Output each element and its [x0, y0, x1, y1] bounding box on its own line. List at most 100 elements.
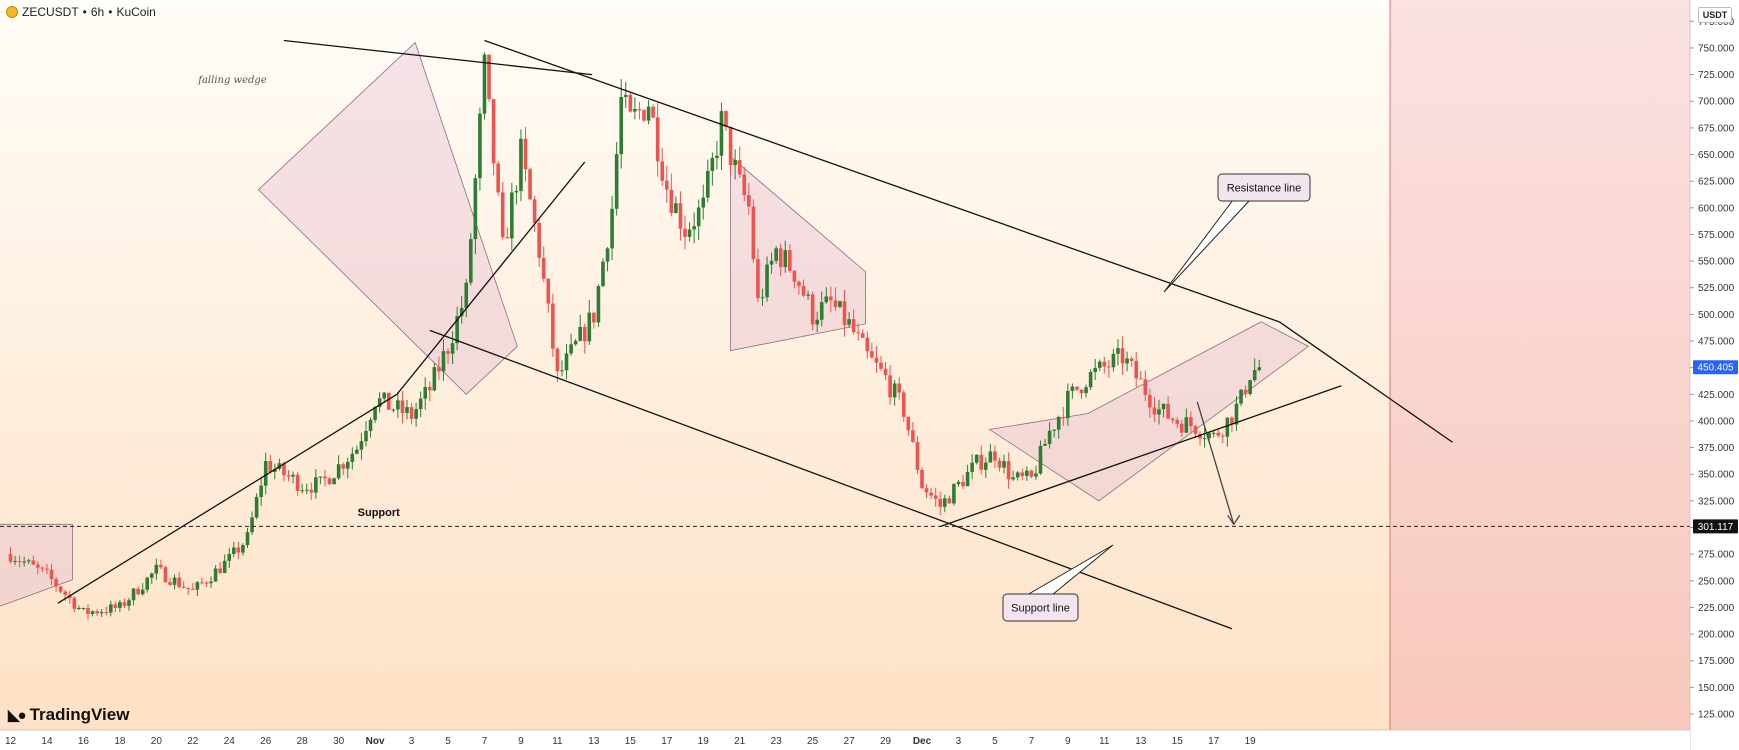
candle-body — [209, 581, 213, 584]
x-tick-label: 26 — [260, 736, 272, 747]
y-tick-label: 550.000 — [1698, 257, 1735, 268]
candle-body — [856, 332, 860, 334]
candle-body — [81, 607, 86, 609]
candle-body — [810, 294, 815, 325]
candle — [304, 483, 309, 495]
candle — [323, 469, 327, 487]
candle-body — [778, 248, 783, 268]
ascending-support-line[interactable] — [940, 385, 1342, 528]
candle-body — [678, 203, 683, 229]
candle-body — [710, 157, 715, 171]
x-tick-label: 7 — [482, 736, 488, 747]
candle-body — [1102, 361, 1107, 367]
candle-body — [405, 407, 409, 413]
rising-trendline[interactable] — [57, 393, 398, 604]
candle-body — [838, 301, 842, 307]
candle — [245, 527, 250, 548]
resistance-callout[interactable]: Resistance line — [1163, 173, 1311, 293]
rising-wedge-pattern[interactable] — [988, 321, 1310, 502]
candle — [26, 558, 31, 565]
candle — [1052, 429, 1056, 438]
candle-body — [551, 303, 555, 349]
candle-body — [1129, 358, 1134, 361]
support-line[interactable] — [429, 329, 1233, 630]
candle — [136, 586, 140, 596]
separator-2: • — [108, 5, 113, 19]
candle-body — [1143, 379, 1148, 395]
time-axis[interactable] — [0, 730, 1690, 750]
tradingview-logo[interactable]: ◣● TradingView — [8, 705, 129, 725]
candle-body — [1211, 432, 1216, 434]
x-tick-label: 3 — [956, 736, 962, 747]
candle — [1047, 422, 1052, 449]
candle — [874, 345, 879, 373]
flag-pattern-1[interactable] — [730, 155, 866, 352]
upper-resistance-line[interactable] — [283, 39, 593, 76]
candle — [614, 142, 619, 216]
candle-body — [1043, 444, 1047, 446]
x-tick-label: 18 — [114, 736, 126, 747]
x-tick-label: 14 — [41, 736, 53, 747]
candle — [286, 470, 291, 482]
candle-body — [605, 248, 610, 262]
candle — [159, 559, 163, 570]
y-tick-label: 700.000 — [1698, 97, 1735, 108]
y-tick-label: 675.000 — [1698, 123, 1735, 134]
candle — [118, 599, 122, 613]
candle-body — [259, 485, 263, 497]
candle — [774, 245, 778, 264]
candle — [263, 452, 268, 495]
resistance-line-ext[interactable] — [1278, 321, 1453, 443]
candle — [1097, 359, 1102, 372]
candle-body — [364, 430, 368, 442]
candle-body — [1179, 423, 1184, 433]
x-tick-label: 7 — [1029, 736, 1035, 747]
candle-body — [1006, 461, 1011, 480]
candle — [200, 577, 204, 585]
candle-body — [1161, 403, 1166, 410]
candle-body — [455, 316, 459, 344]
candle-body — [373, 407, 377, 420]
candle — [345, 457, 350, 479]
candle — [783, 240, 788, 273]
currency-label[interactable]: USDT — [1698, 7, 1732, 23]
candle — [309, 482, 314, 501]
candle — [733, 149, 737, 180]
support-level-tag[interactable]: 301.117 — [1693, 519, 1738, 534]
support-callout[interactable]: Support line — [1002, 544, 1114, 622]
candle — [765, 256, 769, 302]
candle-body — [1225, 417, 1230, 437]
candle — [637, 101, 642, 120]
candle — [610, 195, 614, 261]
candle — [500, 181, 505, 240]
x-tick-label: 15 — [1172, 736, 1184, 747]
y-tick-label: 725.000 — [1698, 70, 1735, 81]
candle — [933, 487, 938, 507]
candle-body — [1234, 403, 1239, 425]
candle-body — [1025, 470, 1029, 476]
symbol[interactable]: ZECUSDT — [22, 5, 79, 19]
interval[interactable]: 6h — [90, 5, 105, 19]
candle — [450, 331, 455, 364]
candle — [541, 246, 546, 283]
price-axis[interactable] — [1690, 0, 1739, 750]
candle — [1070, 383, 1075, 399]
x-tick-label: Nov — [366, 736, 385, 747]
candle — [446, 348, 450, 364]
candle-body — [683, 228, 687, 237]
candle-body — [332, 478, 336, 485]
resistance-line[interactable] — [484, 39, 1280, 323]
falling-wedge-pattern[interactable] — [257, 41, 518, 395]
y-tick-label: 500.000 — [1698, 310, 1735, 321]
candle — [172, 574, 177, 590]
current-price-tag[interactable]: 450.405 — [1693, 360, 1738, 375]
rising-trendline-ext[interactable] — [396, 161, 586, 395]
candle-body — [1239, 389, 1243, 404]
candle — [482, 52, 487, 120]
support-callout-box — [1002, 593, 1079, 622]
candle-body — [532, 199, 537, 223]
candle-body — [1070, 386, 1075, 391]
candle-body — [993, 451, 997, 461]
